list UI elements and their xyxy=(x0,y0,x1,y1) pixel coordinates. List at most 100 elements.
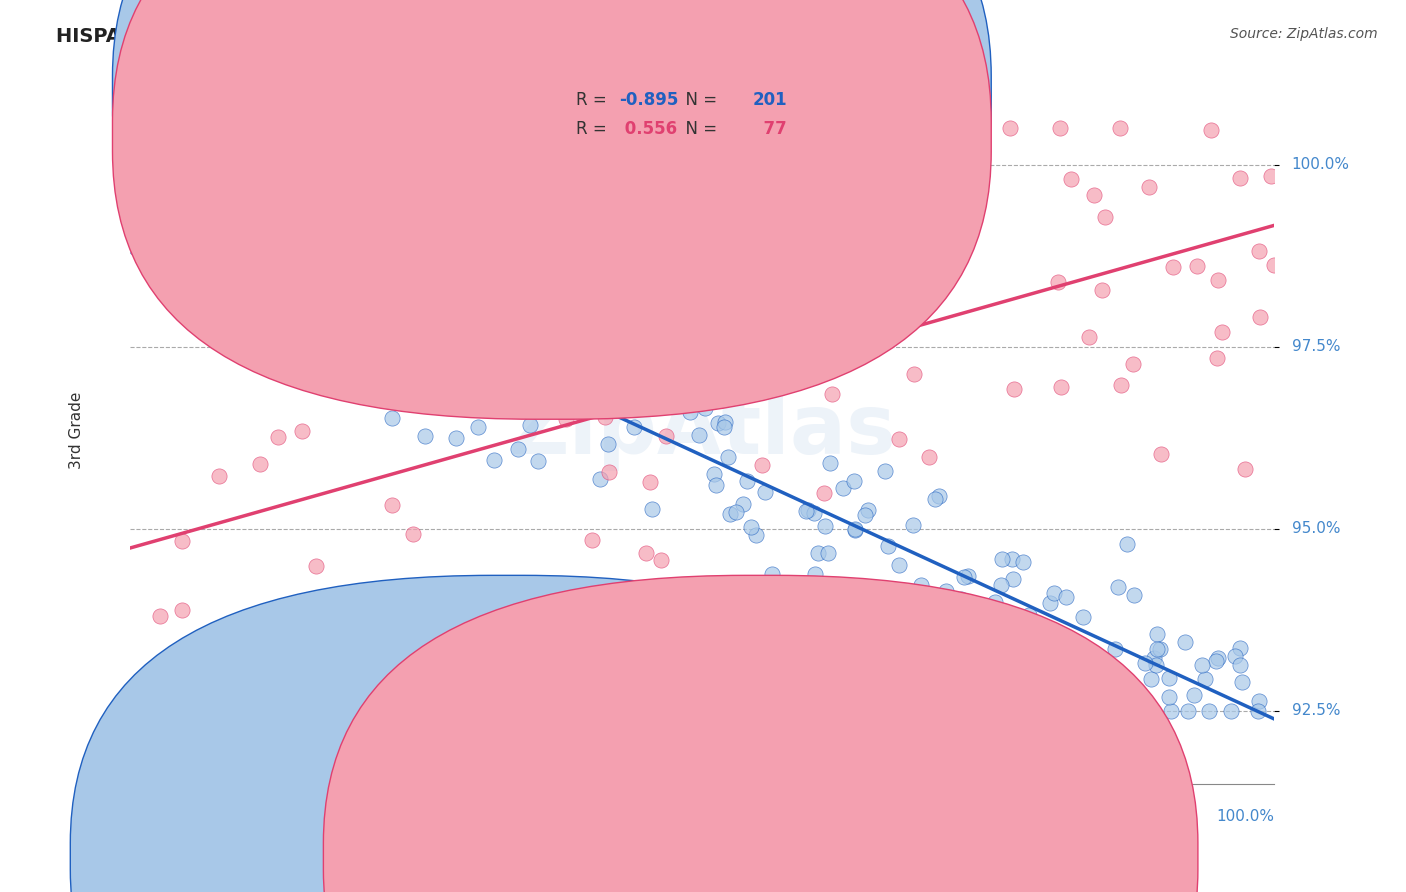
Point xyxy=(204,320,226,334)
Text: 0.0%: 0.0% xyxy=(129,809,169,824)
Point xyxy=(540,293,562,308)
Point xyxy=(853,508,876,522)
Point xyxy=(695,401,717,416)
Text: HISPANIC OR LATINO VS HAWAIIAN 3RD GRADE CORRELATION CHART: HISPANIC OR LATINO VS HAWAIIAN 3RD GRADE… xyxy=(56,27,813,45)
Point xyxy=(550,176,572,190)
Point xyxy=(733,497,755,511)
Point xyxy=(155,246,177,260)
Text: Source: ZipAtlas.com: Source: ZipAtlas.com xyxy=(1230,27,1378,41)
Point xyxy=(803,507,825,521)
Point xyxy=(245,189,267,203)
Point xyxy=(949,245,972,260)
Point xyxy=(1109,377,1132,392)
Point xyxy=(799,346,821,360)
Point xyxy=(329,283,352,297)
Point xyxy=(761,363,783,377)
Point xyxy=(1039,596,1062,610)
Point xyxy=(249,458,271,472)
Point xyxy=(846,591,869,605)
Point xyxy=(280,270,302,285)
Point xyxy=(491,317,513,331)
Point xyxy=(1160,704,1182,718)
Point xyxy=(1206,351,1229,365)
Point xyxy=(685,368,707,382)
Point xyxy=(467,399,489,413)
Point xyxy=(191,206,214,220)
Point xyxy=(707,416,730,430)
Text: 100.0%: 100.0% xyxy=(1216,809,1274,824)
Text: -0.895: -0.895 xyxy=(619,91,678,109)
Point xyxy=(547,379,569,393)
Text: N =: N = xyxy=(675,91,723,109)
Point xyxy=(844,522,866,536)
Point xyxy=(259,227,281,242)
Point xyxy=(703,467,725,482)
Point xyxy=(475,306,498,320)
Text: ZipAtlas: ZipAtlas xyxy=(508,390,896,471)
Point xyxy=(1220,704,1243,718)
Text: 201: 201 xyxy=(752,91,787,109)
Point xyxy=(475,315,498,329)
Point xyxy=(381,411,404,425)
Point xyxy=(318,219,340,234)
Point xyxy=(1054,637,1077,651)
Point xyxy=(1198,704,1220,718)
Point xyxy=(297,211,319,226)
Point xyxy=(935,583,957,598)
Point xyxy=(910,577,932,591)
Point xyxy=(1206,651,1229,665)
Point xyxy=(1018,607,1040,622)
Point xyxy=(1157,671,1180,685)
Point xyxy=(278,241,301,255)
Point xyxy=(491,395,513,409)
Point xyxy=(172,225,194,239)
Point xyxy=(330,224,353,238)
Point xyxy=(887,432,910,446)
Point xyxy=(787,221,810,235)
Point xyxy=(842,474,865,488)
Point xyxy=(186,189,208,203)
Point xyxy=(138,121,160,136)
Point xyxy=(740,520,762,534)
Point xyxy=(607,338,630,352)
Point xyxy=(1050,380,1073,394)
Point xyxy=(378,274,401,288)
Point xyxy=(347,346,370,360)
Point xyxy=(314,247,336,261)
Point xyxy=(821,387,844,401)
Point xyxy=(1161,260,1184,274)
Point xyxy=(683,392,706,406)
Text: N =: N = xyxy=(675,120,723,138)
Point xyxy=(901,518,924,533)
Point xyxy=(952,606,974,620)
Point xyxy=(1043,586,1066,600)
Point xyxy=(720,507,742,521)
Point xyxy=(990,577,1012,591)
Point xyxy=(1135,656,1157,670)
Point xyxy=(607,315,630,329)
Point xyxy=(488,381,510,395)
Point xyxy=(160,273,183,287)
Point xyxy=(887,153,910,167)
Point xyxy=(755,310,778,324)
Point xyxy=(1146,627,1168,641)
Point xyxy=(297,225,319,239)
Point xyxy=(956,569,979,583)
Point xyxy=(688,428,710,442)
Point xyxy=(529,266,551,280)
Point xyxy=(225,181,247,195)
Text: 0.556: 0.556 xyxy=(619,120,676,138)
Point xyxy=(170,153,193,167)
Point xyxy=(402,526,425,541)
Point xyxy=(343,296,366,310)
Point xyxy=(1137,180,1160,194)
Point xyxy=(844,614,866,628)
Point xyxy=(714,415,737,429)
Point xyxy=(406,284,429,298)
Point xyxy=(1001,552,1024,566)
Point xyxy=(505,393,527,408)
Point xyxy=(832,481,855,495)
Point xyxy=(844,524,866,538)
Point xyxy=(1005,630,1028,644)
Point xyxy=(326,332,349,346)
